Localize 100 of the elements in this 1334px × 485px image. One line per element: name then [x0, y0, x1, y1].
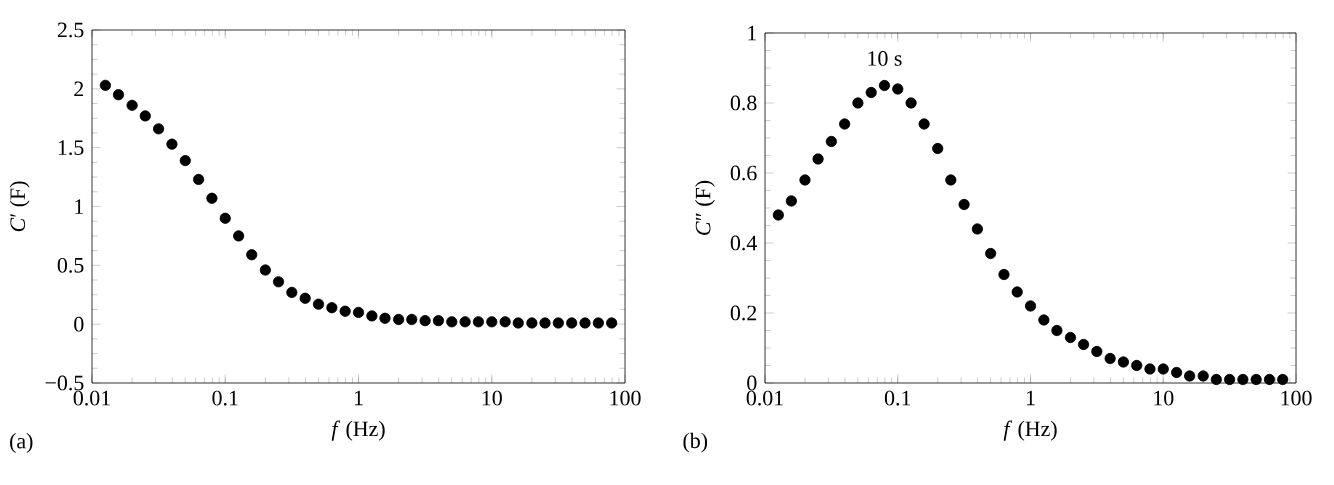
point: [905, 97, 917, 109]
point: [552, 317, 564, 329]
point: [366, 310, 378, 322]
x-tick-label: 0.1: [212, 390, 238, 406]
point: [1171, 366, 1183, 379]
point: [1131, 359, 1143, 372]
point: [472, 316, 484, 328]
point: [1038, 314, 1050, 326]
point: [958, 198, 970, 211]
point: [1224, 373, 1236, 386]
point: [233, 230, 245, 242]
point: [339, 305, 351, 317]
point: [393, 313, 405, 326]
point: [918, 118, 930, 130]
point: [486, 316, 498, 328]
point: [299, 292, 311, 304]
point: [985, 247, 997, 260]
point: [1024, 300, 1037, 312]
point: [432, 315, 445, 327]
x-tick-label: 1: [354, 390, 363, 406]
x-axis-title: f (Hz): [331, 420, 385, 441]
point: [1064, 331, 1077, 344]
y-axis-title: C′ (F): [9, 181, 30, 232]
point: [1144, 363, 1156, 375]
point: [1157, 363, 1169, 375]
x-tick-label: 0.01: [746, 390, 783, 406]
point: [1077, 338, 1090, 351]
point: [579, 317, 591, 329]
point: [272, 276, 285, 288]
point: [1250, 373, 1262, 386]
y-tick-label: 2.5: [57, 22, 84, 38]
point: [772, 209, 784, 221]
y-tick-label: 0: [74, 316, 84, 332]
x-tick-label: 10: [482, 390, 502, 406]
y-tick-label: 0.2: [730, 305, 757, 321]
point: [799, 174, 811, 186]
point: [99, 79, 111, 91]
y-tick-label: 0.4: [730, 235, 757, 251]
y-tick-label: 0.8: [730, 95, 757, 111]
x-tick-label: 10: [1154, 390, 1174, 406]
y-tick-label: 0.5: [57, 257, 84, 273]
point: [126, 99, 138, 111]
point: [539, 317, 551, 329]
x-axis-title: f (Hz): [1003, 420, 1057, 441]
x-tick-label: 0.01: [73, 390, 110, 406]
point: [179, 155, 191, 167]
point: [839, 118, 851, 130]
point: [1263, 373, 1276, 386]
point: [512, 317, 524, 329]
text: (a): [10, 433, 33, 453]
point: [246, 249, 258, 261]
point: [865, 86, 877, 99]
point: [312, 298, 325, 310]
annotation: 10 s: [868, 51, 902, 66]
x-tick-label: 100: [1281, 390, 1312, 406]
point: [812, 153, 824, 165]
point: [892, 83, 904, 95]
point: [1051, 324, 1063, 337]
point: [1104, 352, 1116, 365]
point: [1197, 370, 1209, 382]
point: [379, 312, 391, 324]
y-tick-label: 1.5: [58, 140, 84, 156]
point: [112, 89, 125, 101]
y-tick-label: 1: [748, 25, 756, 41]
x-tick-label: 0.1: [884, 390, 911, 406]
point: [193, 173, 205, 186]
point: [1117, 356, 1129, 368]
point: [932, 142, 944, 155]
point: [1091, 345, 1103, 358]
point: [945, 174, 957, 186]
y-tick-label: 0: [747, 375, 757, 391]
point: [825, 135, 837, 148]
point: [1184, 370, 1196, 382]
y-tick-label: 0.6: [730, 165, 757, 181]
x-tick-label: 1: [1026, 390, 1035, 406]
point: [566, 317, 578, 329]
point: [526, 317, 538, 329]
point: [206, 192, 218, 204]
point: [166, 138, 178, 150]
point: [406, 313, 418, 326]
point: [352, 306, 365, 318]
y-axis-title: C″ (F): [695, 180, 715, 235]
point: [998, 268, 1010, 281]
y-tick-label: 2: [74, 81, 84, 97]
point: [326, 302, 338, 314]
point: [785, 195, 797, 207]
point: [446, 316, 458, 328]
point: [878, 79, 891, 92]
point: [219, 212, 231, 224]
point: [592, 317, 604, 329]
point: [259, 264, 271, 276]
point: [1277, 373, 1289, 386]
point: [459, 316, 471, 328]
point: [1237, 373, 1249, 386]
point: [852, 97, 864, 109]
point: [606, 317, 618, 329]
point: [286, 286, 298, 298]
y-tick-label: −0.5: [45, 375, 84, 391]
point: [971, 223, 983, 235]
point: [499, 316, 511, 328]
